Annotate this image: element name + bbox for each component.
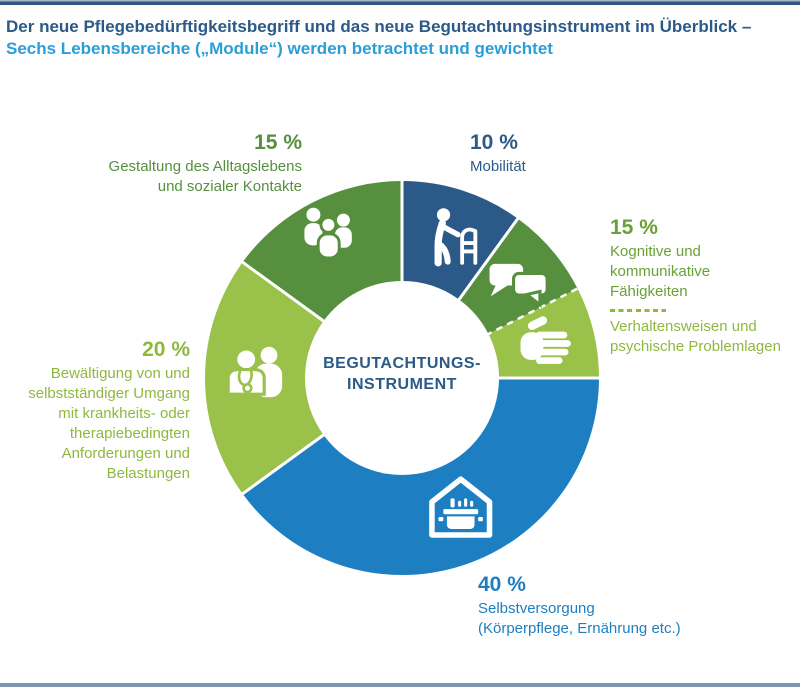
percent-value: 15 % bbox=[254, 131, 302, 154]
callout-line: Gestaltung des Alltagslebens bbox=[108, 158, 302, 175]
center-label-line: INSTRUMENT bbox=[347, 376, 457, 393]
center-label-line: BEGUTACHTUNGS- bbox=[323, 355, 481, 372]
dashed-segment-divider bbox=[485, 286, 580, 337]
callout-gestaltung: 15 % Gestaltung des Alltagslebens und so… bbox=[109, 131, 302, 197]
callout-line: psychische Problemlagen bbox=[610, 337, 781, 355]
title-line-1: Der neue Pflegebedürftigkeitsbegriff und… bbox=[6, 17, 752, 36]
callout-line: Kognitive und kommunikative bbox=[610, 243, 711, 280]
percent-value: 40 % bbox=[478, 573, 526, 596]
callout-mobilitaet: 10 % Mobilität bbox=[470, 131, 526, 177]
hand-icon bbox=[520, 316, 571, 364]
segment-mobilitaet bbox=[402, 181, 518, 300]
percent-value: 15 % bbox=[610, 216, 658, 239]
callout-kognitiv-verhalten: 15 % Kognitive und kommunikative Fähigke… bbox=[610, 216, 800, 357]
callout-line: Bewältigung von und bbox=[50, 365, 190, 382]
house-cooking-pot-icon bbox=[429, 476, 493, 538]
chart-center-label: BEGUTACHTUNGS- INSTRUMENT bbox=[292, 353, 512, 395]
top-rule bbox=[0, 0, 800, 5]
walker-icon bbox=[434, 208, 478, 267]
doctor-patient-icon bbox=[226, 346, 283, 398]
callout-bewaeltigung: 20 % Bewältigung von und selbstständiger… bbox=[28, 338, 190, 484]
segment-divider bbox=[456, 216, 520, 303]
percent-value: 10 % bbox=[470, 131, 518, 154]
callout-line: therapiebedingten bbox=[69, 425, 190, 442]
percent-value: 20 % bbox=[142, 338, 190, 361]
callout-line: Mobilität bbox=[470, 158, 526, 175]
page-title: Der neue Pflegebedürftigkeitsbegriff und… bbox=[6, 16, 751, 60]
segment-selbstversorgung bbox=[242, 378, 599, 576]
speech-bubbles-icon bbox=[489, 263, 549, 308]
bottom-rule bbox=[0, 683, 800, 687]
segment-divider bbox=[240, 432, 327, 496]
title-line-2: Sechs Lebensbereiche („Module“) werden b… bbox=[6, 39, 553, 58]
segment-divider bbox=[240, 260, 327, 324]
callout-line: Belastungen bbox=[106, 465, 190, 482]
callout-line: Fähigkeiten bbox=[610, 283, 688, 300]
callout-line: mit krankheits- oder bbox=[58, 405, 190, 422]
people-group-icon bbox=[304, 207, 352, 260]
dashed-separator bbox=[610, 309, 666, 312]
callout-line: und sozialer Kontakte bbox=[157, 178, 302, 195]
callout-line: Verhaltensweisen und bbox=[610, 317, 757, 335]
callout-line: (Körperpflege, Ernährung etc.) bbox=[478, 620, 681, 637]
callout-line: selbstständiger Umgang bbox=[28, 385, 190, 402]
callout-line: Anforderungen und bbox=[61, 445, 190, 462]
callout-line: Selbstversorgung bbox=[478, 600, 595, 617]
callout-selbstversorgung: 40 % Selbstversorgung (Körperpflege, Ern… bbox=[478, 573, 681, 639]
donut-chart bbox=[204, 179, 601, 576]
